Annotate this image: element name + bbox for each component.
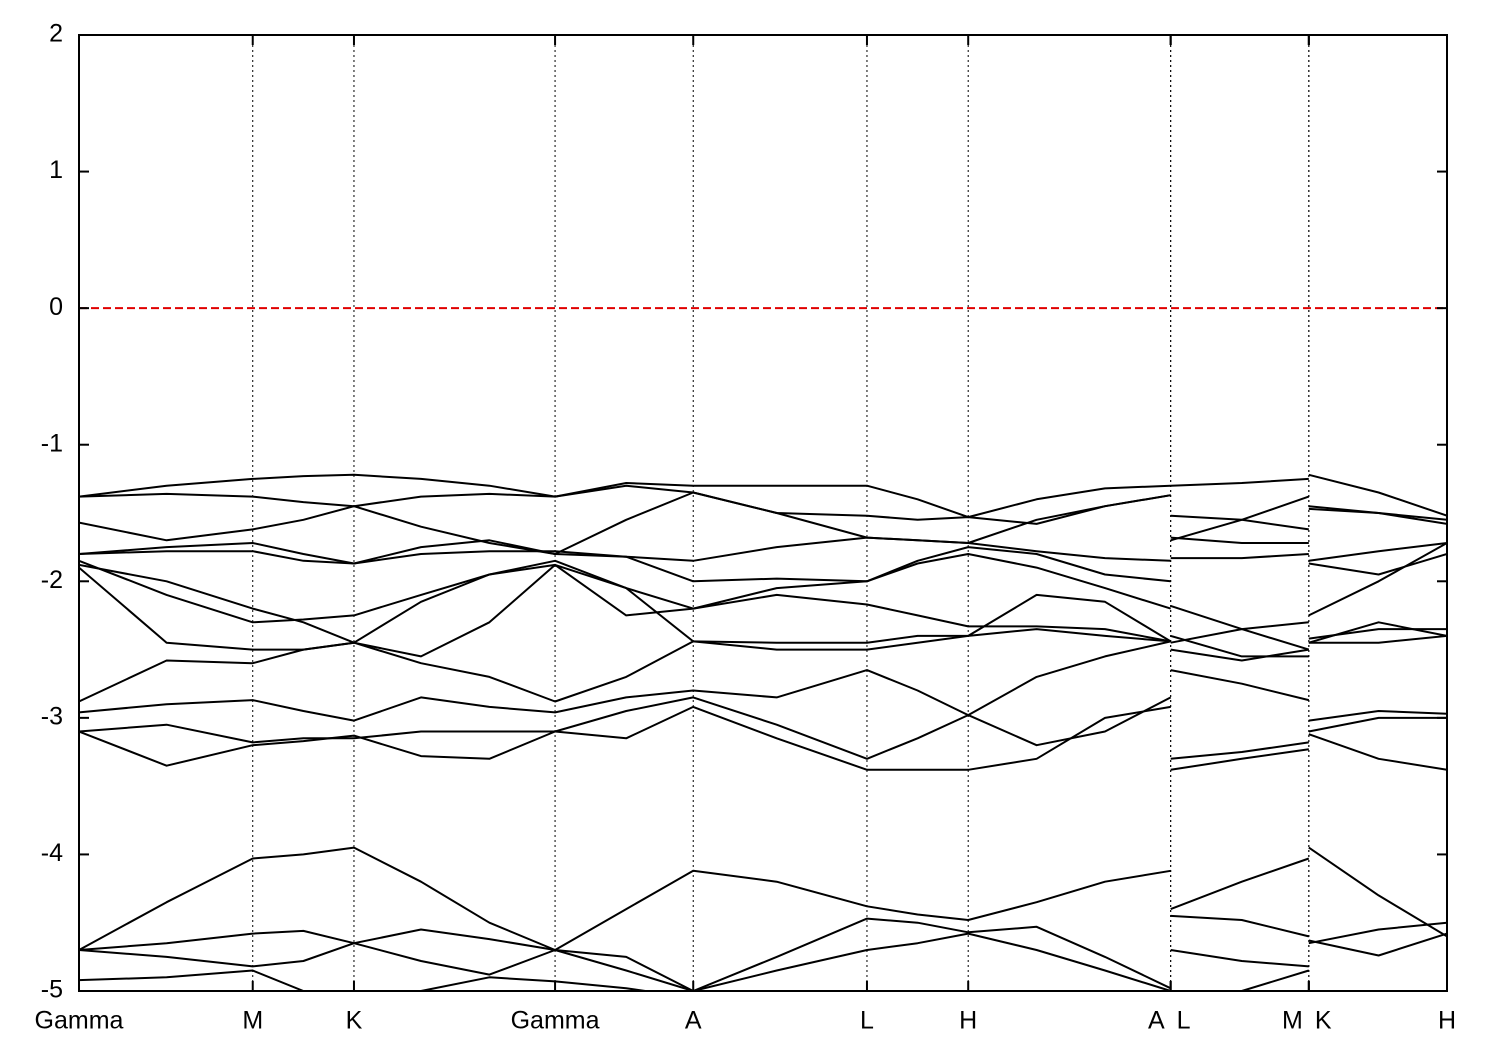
y-tick-label: -2 — [41, 566, 63, 594]
plot-area — [79, 35, 1447, 991]
x-tick-label: A — [1148, 1007, 1165, 1035]
x-tick-label: L — [1177, 1007, 1191, 1035]
x-tick-label: H — [1438, 1007, 1456, 1035]
x-tick-label: Gamma — [511, 1007, 600, 1035]
x-tick-label: M — [242, 1007, 263, 1035]
x-tick-label: K — [1315, 1007, 1332, 1035]
band-line — [79, 696, 1447, 771]
y-tick-label: -5 — [41, 976, 63, 1004]
y-tick-label: -1 — [41, 429, 63, 457]
plot-frame — [78, 34, 1448, 992]
y-tick-label: 2 — [49, 20, 63, 48]
band-line — [79, 473, 1447, 519]
band-line — [79, 563, 1447, 658]
x-tick-label: L — [860, 1007, 874, 1035]
x-tick-label: Gamma — [35, 1007, 124, 1035]
y-tick-label: -4 — [41, 839, 63, 867]
y-tick-label: 0 — [49, 293, 63, 321]
x-tick-label: M — [1282, 1007, 1303, 1035]
band-line — [79, 705, 1447, 771]
band-line — [79, 546, 1447, 583]
band-line — [79, 846, 1447, 951]
band-line — [79, 932, 1447, 991]
band-line — [79, 484, 1447, 542]
band-line — [79, 969, 1310, 991]
x-tick-label: A — [685, 1007, 702, 1035]
band-line — [79, 536, 1447, 565]
x-tick-label: K — [346, 1007, 363, 1035]
y-tick-label: 1 — [49, 156, 63, 184]
y-tick-label: -3 — [41, 702, 63, 730]
band-line — [79, 491, 1447, 555]
band-line — [79, 640, 1447, 722]
band-line — [79, 542, 1447, 651]
band-line — [79, 914, 1447, 991]
x-tick-label: H — [959, 1007, 977, 1035]
